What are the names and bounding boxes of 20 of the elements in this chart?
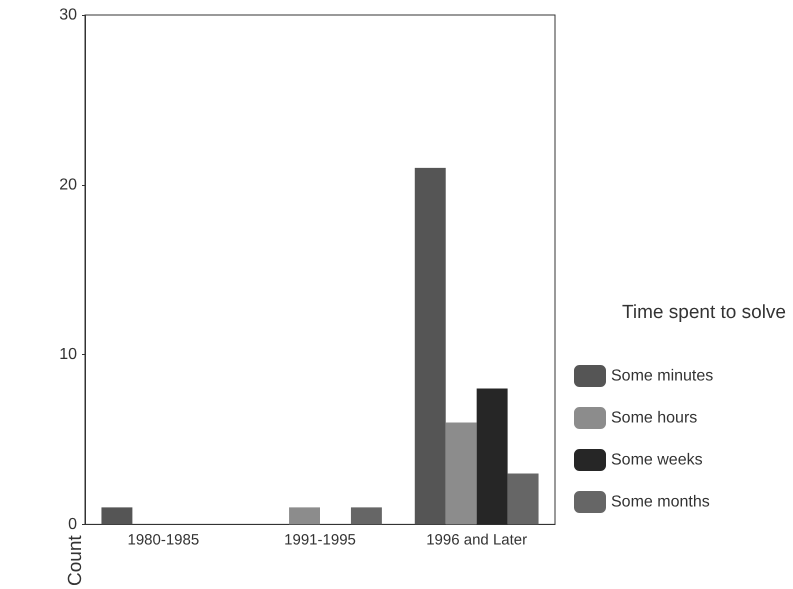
legend-label: Some weeks [611,452,703,468]
legend-label: Some hours [611,410,698,426]
bar [414,168,446,524]
legend-label: Some minutes [611,368,714,384]
bar [508,473,539,524]
x-tick-label: 1980-1985 [127,531,200,548]
bar [476,388,508,524]
legend-label: Some months [611,494,710,510]
y-tick-label: 30 [59,6,78,24]
bar [446,422,477,524]
x-tick-label: 1991-1995 [284,531,356,548]
y-tick-label: 10 [59,346,78,364]
bar [101,507,132,524]
y-axis-title: Count [65,534,86,586]
x-tick-label: 1996 and Later [426,531,528,548]
bar [289,507,320,524]
y-tick-label: 0 [68,516,78,533]
legend-title: Time spent to solve [622,302,786,323]
y-tick-label: 20 [59,176,78,194]
bar [350,507,382,524]
